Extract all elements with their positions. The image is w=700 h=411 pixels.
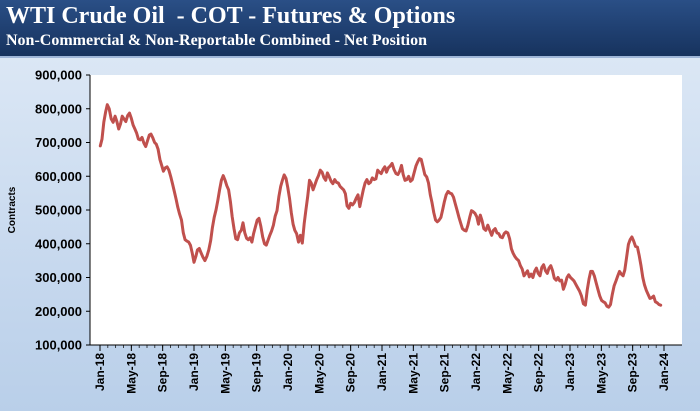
y-tick-label: 300,000 — [35, 270, 82, 285]
line-chart: 100,000 200,000 300,000 400,000 500,000 600,0… — [7, 68, 682, 394]
y-tick-label: 800,000 — [35, 101, 82, 116]
x-tick-label: May-18 — [124, 353, 138, 394]
series-line — [98, 103, 663, 309]
y-tick-label: 600,000 — [35, 169, 82, 184]
x-tick-label: Sep-18 — [156, 353, 170, 393]
x-tick-label: Jan-22 — [469, 353, 483, 391]
x-tick-label: Jan-20 — [281, 353, 295, 391]
x-tick-label: Sep-20 — [344, 353, 358, 393]
x-tick-label: Jan-24 — [657, 353, 671, 391]
x-tick-label: Jan-21 — [375, 353, 389, 391]
y-tick-label: 400,000 — [35, 236, 82, 251]
y-axis-label: Contracts — [7, 186, 18, 233]
y-tick-label: 500,000 — [35, 203, 82, 218]
x-tick-label: Sep-22 — [532, 353, 546, 393]
chart-title: WTI Crude Oil - COT - Futures & Options — [6, 3, 456, 29]
x-tick-label: May-20 — [312, 353, 326, 394]
y-tick-label: 900,000 — [35, 68, 82, 83]
x-tick-label: Jan-18 — [93, 353, 107, 391]
y-tick-label: 200,000 — [35, 304, 82, 319]
y-tick-label: 700,000 — [35, 135, 82, 150]
chart-panel: 100,000 200,000 300,000 400,000 500,000 600,0… — [0, 58, 700, 411]
chart-subtitle: Non-Commercial & Non-Reportable Combined… — [6, 32, 427, 49]
x-tick-label: May-21 — [406, 353, 420, 394]
x-tick-label: Sep-21 — [438, 353, 452, 393]
x-tick-label: Jan-19 — [187, 353, 201, 391]
x-tick-label: May-19 — [218, 353, 232, 394]
x-tick-label: Sep-19 — [250, 353, 264, 393]
y-tick-label: 100,000 — [35, 338, 82, 353]
x-tick-label: May-22 — [500, 353, 514, 394]
chart-header: WTI Crude Oil - COT - Futures & Options … — [0, 0, 700, 58]
x-tick-label: Jan-23 — [563, 353, 577, 391]
x-tick-label: Sep-23 — [626, 353, 640, 393]
x-tick-label: May-23 — [594, 353, 608, 394]
